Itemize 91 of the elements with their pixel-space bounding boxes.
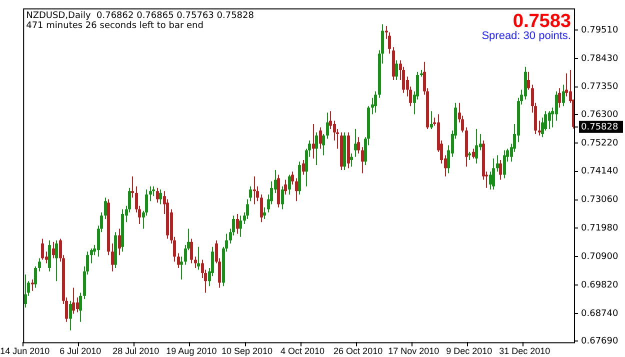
candlestick (562, 84, 565, 107)
x-tick-label: 14 Jun 2010 (0, 346, 50, 356)
candlestick (48, 240, 51, 272)
candlestick (492, 158, 495, 190)
candlestick (52, 241, 55, 259)
candlestick (295, 178, 298, 202)
x-tick-label: 6 Jul 2010 (60, 346, 102, 356)
candlestick (76, 296, 79, 313)
text: 471 minutes 26 seconds left to bar end (26, 21, 204, 32)
y-tick-label: 0.79510 (581, 25, 618, 36)
candlestick (149, 186, 152, 202)
candlestick (72, 287, 75, 314)
candlestick (38, 258, 41, 272)
y-tick-label: 0.67690 (581, 336, 618, 346)
candlestick (430, 110, 433, 130)
candlestick (190, 238, 193, 264)
candlestick (236, 214, 239, 234)
candlestick (159, 189, 162, 205)
y-tick-label: 0.69820 (581, 280, 618, 290)
x-tick-label: 19 Aug 2010 (166, 346, 217, 356)
candlestick (180, 256, 183, 280)
y-tick-label: 0.78430 (581, 54, 618, 64)
candlestick (322, 133, 325, 156)
candlestick (31, 279, 34, 292)
y-tick-label: 0.76300 (581, 110, 618, 120)
candlestick (284, 179, 287, 196)
candlestick (312, 123, 315, 159)
x-tick-label: 31 Dec 2010 (499, 346, 550, 356)
candlestick (41, 238, 44, 260)
candlestick (499, 160, 502, 180)
candlestick (79, 292, 82, 322)
candlestick (24, 274, 27, 308)
candlestick (55, 240, 58, 282)
x-tick-label: 17 Nov 2010 (388, 346, 440, 356)
candlestick (395, 60, 398, 81)
chart-title: NZDUSD,Daily 0.76862 0.76865 0.75763 0.75828 (26, 11, 254, 22)
candlestick (527, 71, 530, 90)
y-tick-label: 0.77350 (581, 82, 618, 92)
candlestick (263, 206, 266, 220)
candlestick (548, 110, 551, 130)
candlestick (361, 146, 364, 174)
y-tick-label: 0.68740 (581, 308, 618, 319)
annotation: Spread: 30 points. (482, 30, 571, 42)
candlestick (329, 110, 332, 130)
x-tick-label: 10 Sep 2010 (221, 346, 273, 356)
x-tick-label: 28 Jul 2010 (112, 346, 160, 356)
candlestick (326, 112, 329, 140)
candlestick (156, 187, 159, 204)
candlestick (357, 136, 360, 154)
y-tick-label: 0.73060 (581, 195, 618, 206)
candlestick (249, 186, 252, 202)
candlestick (555, 90, 558, 122)
y-tick-label: 0.71980 (581, 224, 618, 234)
y-tick-label: 0.70900 (581, 252, 618, 262)
candlestick (319, 126, 322, 150)
candlestick (111, 242, 114, 272)
y-tick-label: 0.75828 (581, 122, 618, 132)
candlestick (475, 128, 478, 164)
candlestick (131, 176, 134, 198)
candlestick (104, 197, 107, 220)
candlestick (90, 248, 93, 264)
x-tick-label: 26 Oct 2010 (334, 346, 383, 356)
candlestick (472, 148, 475, 159)
candlestick (315, 132, 318, 166)
candlestick (350, 152, 353, 168)
candlestick (496, 154, 499, 172)
candlestick (558, 88, 561, 108)
candlestick (503, 150, 506, 179)
candlestick (291, 171, 294, 186)
annotation: 0.7583 (512, 11, 571, 32)
candlestick (565, 72, 568, 97)
candlestick (288, 174, 291, 196)
candlestick (177, 252, 180, 268)
candlestick (34, 266, 37, 288)
candlestick (489, 171, 492, 190)
y-tick-label: 0.74140 (581, 166, 618, 177)
x-tick-label: 9 Dec 2010 (446, 346, 492, 356)
candlestick (69, 300, 72, 331)
candlestick (239, 215, 242, 238)
candlestick (302, 160, 305, 176)
candlestick (374, 90, 377, 114)
candlestick (152, 186, 155, 197)
candlestick (354, 128, 357, 158)
candlestick (253, 176, 256, 205)
candlestick (260, 194, 263, 223)
candlestick (538, 120, 541, 136)
x-tick-label: 4 Oct 2010 (280, 346, 325, 356)
candlestick (118, 228, 121, 256)
candlestick (197, 246, 200, 270)
candlestick (281, 186, 284, 210)
y-tick-label: 0.75220 (581, 138, 618, 148)
